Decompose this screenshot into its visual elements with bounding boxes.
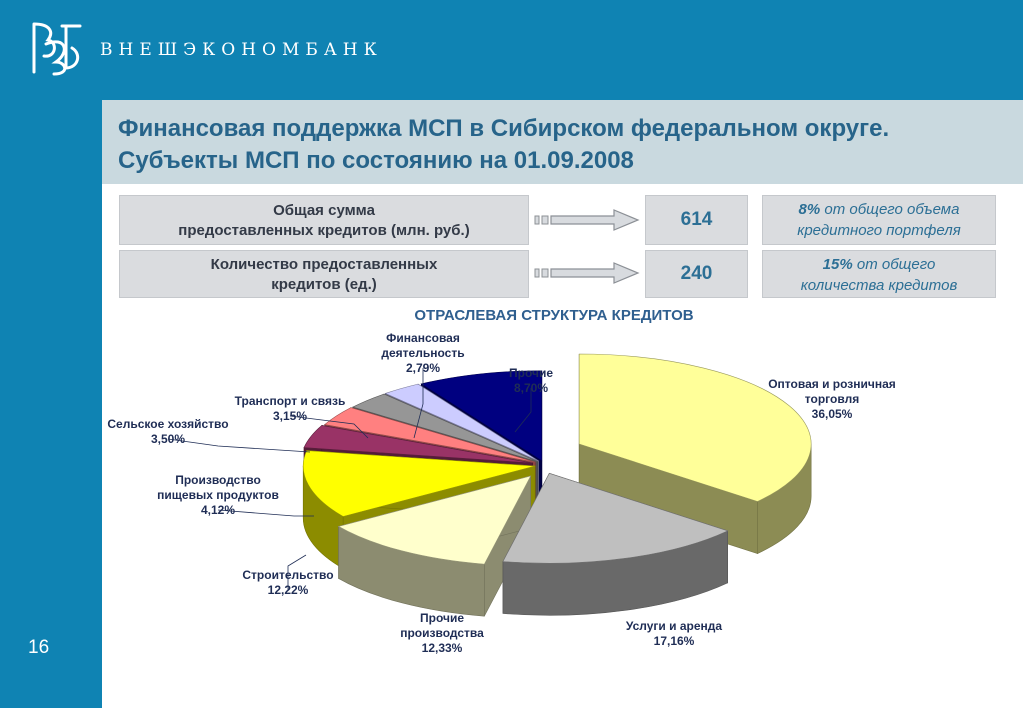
- data-label-line: 12,22%: [268, 583, 309, 597]
- data-label-строительство: Строительство 12,22%: [242, 568, 333, 597]
- data-label-line: Финансовая: [386, 331, 460, 345]
- stat-label-line: предоставленных кредитов (млн. руб.): [178, 222, 470, 239]
- pie-slice-top: [352, 393, 538, 462]
- data-label-line: Прочие: [420, 611, 464, 625]
- data-label-line: 4,12%: [201, 503, 235, 517]
- data-label-финансовая-деятельность: Финансовая деятельность 2,79%: [381, 331, 464, 375]
- stat-share-line: 8% от общего объема: [763, 199, 995, 220]
- arrow-right-icon: [534, 262, 640, 284]
- stat-share-percent: 8%: [798, 201, 821, 218]
- data-label-line: производства: [400, 626, 484, 640]
- leader-line: [287, 554, 307, 590]
- pie-slice-top: [578, 353, 812, 502]
- leader-line: [167, 438, 311, 453]
- pie-slice-top: [323, 407, 536, 463]
- stat-value-total: 614: [645, 195, 748, 245]
- stat-share-text: от общего: [852, 256, 936, 273]
- data-label-line: Услуги и аренда: [626, 619, 722, 633]
- pie-slice-top: [384, 383, 539, 462]
- leader-line: [289, 415, 369, 439]
- stat-share-text: от общего объема: [820, 201, 960, 218]
- data-label-оптовая-и-розничная-торговля: Оптовая и розничная торговля 36,05%: [768, 377, 896, 421]
- page-number: 16: [28, 637, 50, 658]
- data-label-line: деятельность: [381, 346, 464, 360]
- leader-line: [514, 388, 532, 433]
- data-label-line: 8,70%: [514, 381, 548, 395]
- data-label-line: Транспорт и связь: [235, 394, 346, 408]
- pie-slice-top: [303, 425, 533, 464]
- data-label-line: 2,79%: [406, 361, 440, 375]
- stat-label-line: кредитов (ед.): [271, 276, 377, 293]
- data-label-line: пищевых продуктов: [157, 488, 279, 502]
- brand-name: ВНЕШЭКОНОМБАНК: [100, 40, 383, 60]
- data-label-line: Оптовая и розничная: [768, 377, 896, 391]
- veb-logo-icon: [32, 22, 82, 76]
- pie-slice-прочие-производства: [337, 475, 532, 617]
- stat-share-percent: 15%: [822, 256, 853, 273]
- stat-label-total: Общая сумма предоставленных кредитов (мл…: [119, 195, 529, 245]
- data-label-line: Прочие: [509, 366, 553, 380]
- data-label-line: торговля: [805, 392, 859, 406]
- data-label-услуги-и-аренда: Услуги и аренда 17,16%: [626, 619, 722, 648]
- data-label-line: Строительство: [242, 568, 333, 582]
- data-label-line: 17,16%: [654, 634, 695, 648]
- leader-line: [217, 509, 314, 517]
- data-label-line: 36,05%: [812, 407, 853, 421]
- data-label-прочие: Прочие 8,70%: [509, 366, 553, 395]
- data-label-сельское-хозяйство: Сельское хозяйство 3,50%: [107, 417, 228, 446]
- pie-slice-top: [420, 370, 543, 462]
- side-bar: [0, 100, 102, 708]
- stat-label-count: Количество предоставленных кредитов (ед.…: [119, 250, 529, 298]
- pie-chart: Оптовая и розничная торговля 36,05% Услуги …: [107, 331, 896, 655]
- stat-label-line: Общая сумма: [273, 202, 375, 219]
- data-label-line: Производство: [175, 473, 261, 487]
- stat-value-count: 240: [645, 250, 748, 298]
- stat-share-line: 15% от общего: [763, 254, 995, 275]
- stat-share-total: 8% от общего объема кредитного портфеля: [762, 195, 996, 245]
- data-label-line: 12,33%: [422, 641, 463, 655]
- data-label-line: 3,50%: [151, 432, 185, 446]
- stat-share-count: 15% от общего количества кредитов: [762, 250, 996, 298]
- page-subtitle: Субъекты МСП по состоянию на 01.09.2008: [118, 147, 634, 174]
- pie-slice-top: [302, 450, 536, 517]
- arrow-right-icon: [534, 209, 640, 231]
- data-label-транспорт-и-связь: Транспорт и связь 3,15%: [235, 394, 346, 423]
- stat-label-line: Количество предоставленных: [210, 256, 438, 273]
- data-label-прочие-производства: Прочие производства 12,33%: [400, 611, 484, 655]
- data-label-line: Сельское хозяйство: [107, 417, 228, 431]
- title-band: Финансовая поддержка МСП в Сибирском фед…: [102, 100, 1023, 184]
- pie-slice-top: [502, 472, 729, 564]
- stat-share-line: количества кредитов: [800, 277, 958, 294]
- data-label-производство-пищевых-продуктов: Производство пищевых продуктов 4,12%: [157, 473, 279, 517]
- pie-slice-услуги-и-аренда: [502, 472, 729, 616]
- page-title: Финансовая поддержка МСП в Сибирском фед…: [118, 115, 890, 142]
- chart-title: ОТРАСЛЕВАЯ СТРУКТУРА КРЕДИТОВ: [414, 307, 694, 324]
- stat-share-line: кредитного портфеля: [797, 222, 961, 239]
- header-bar: [0, 0, 1023, 100]
- pie-slice-top: [337, 475, 532, 565]
- leader-line: [413, 368, 424, 439]
- data-label-line: 3,15%: [273, 409, 307, 423]
